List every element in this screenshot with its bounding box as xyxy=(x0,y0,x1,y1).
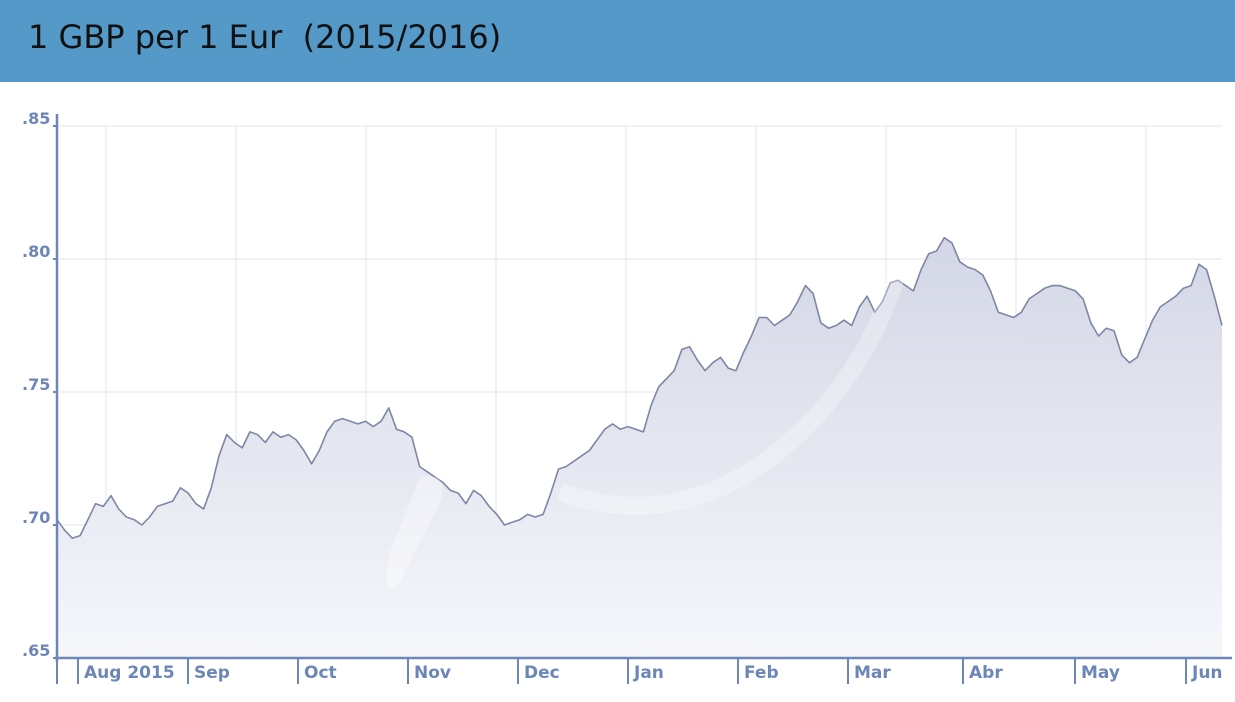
x-axis-ticks: Aug 2015 Sep Oct Nov Dec Jan Feb Mar Abr May Jun xyxy=(56,658,1223,684)
x-tick-label: Oct xyxy=(304,663,337,683)
x-tick-label: Nov xyxy=(414,663,451,683)
y-tick-label: .85 xyxy=(22,109,50,128)
chart-title: 1 GBP per 1 Eur (2015/2016) xyxy=(28,18,502,56)
x-tick-label: Feb xyxy=(744,663,779,683)
y-tick-label: .70 xyxy=(22,508,50,527)
chart-header: 1 GBP per 1 Eur (2015/2016) xyxy=(0,0,1235,82)
series-area-fill xyxy=(57,237,1222,658)
y-axis-ticks: .85 .80 .75 .70 .65 xyxy=(22,109,57,660)
x-tick-label: May xyxy=(1081,663,1120,683)
watermark-logo xyxy=(386,259,909,588)
x-tick-label: Aug 2015 xyxy=(84,663,175,683)
x-tick-label: Jun xyxy=(1191,663,1223,683)
y-tick-label: .65 xyxy=(22,641,50,660)
x-tick-label: Mar xyxy=(854,663,891,683)
y-tick-label: .80 xyxy=(22,242,50,261)
x-tick-label: Dec xyxy=(524,663,560,683)
chart-area xyxy=(56,236,1223,658)
x-tick-label: Abr xyxy=(969,663,1003,683)
y-tick-label: .75 xyxy=(22,375,50,394)
x-tick-label: Jan xyxy=(633,663,664,683)
series-line xyxy=(56,236,1223,540)
exchange-rate-chart: .85 .80 .75 .70 .65 Aug 2015 Sep Oct Nov Dec Jan F… xyxy=(22,109,1232,684)
chart-axes xyxy=(55,114,1232,662)
x-tick-label: Sep xyxy=(194,663,230,683)
